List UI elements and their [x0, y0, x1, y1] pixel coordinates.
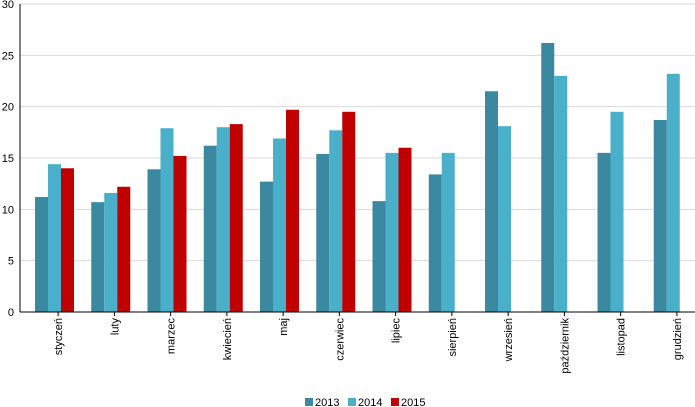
- x-tick-label: maj: [278, 318, 290, 336]
- bar-2013-1: [91, 202, 105, 312]
- y-tick-label: 0: [8, 307, 14, 319]
- bar-2014-4: [273, 138, 286, 312]
- y-tick-label: 15: [2, 153, 14, 165]
- grid-lines: [20, 3, 695, 262]
- bar-2013-3: [203, 145, 217, 312]
- bar-2013-6: [372, 201, 386, 312]
- y-tick-label: 5: [8, 256, 14, 268]
- bar-2015-5: [342, 111, 356, 312]
- bar-2014-5: [329, 130, 343, 312]
- bar-2013-7: [428, 174, 442, 312]
- bar-2015-4: [286, 109, 299, 312]
- axes: [19, 4, 695, 316]
- bar-2015-1: [117, 186, 131, 312]
- legend-swatch-2015: [391, 398, 399, 406]
- y-tick-label: 30: [2, 0, 14, 11]
- bar-2014-7: [441, 152, 455, 312]
- bar-2013-9: [541, 43, 555, 312]
- bar-2015-3: [229, 124, 243, 313]
- legend-label-2013: 2013: [315, 397, 339, 407]
- y-tick-label: 25: [2, 50, 14, 62]
- bar-2015-0: [61, 168, 74, 312]
- bar-2014-3: [216, 127, 230, 312]
- x-tick-label: wrzesień: [503, 318, 515, 362]
- bar-2013-8: [485, 91, 498, 313]
- bar-2014-0: [48, 164, 61, 312]
- bar-2015-2: [173, 155, 187, 312]
- y-tick-label: 20: [2, 102, 14, 114]
- x-tick-label: październik: [559, 318, 571, 374]
- legend-label-2015: 2015: [401, 397, 425, 407]
- x-tick-label: marzec: [166, 318, 178, 355]
- bar-2013-10: [597, 152, 611, 312]
- x-tick-label: lipiec: [391, 318, 403, 344]
- bar-2015-6: [398, 147, 412, 312]
- bar-2013-0: [35, 197, 48, 312]
- x-tick-label: styczeń: [53, 318, 65, 355]
- x-tick-label: sierpień: [447, 318, 459, 357]
- y-tick-labels: 0 5 10 15 20 25 30: [2, 0, 14, 319]
- x-tick-label: czerwiec: [334, 318, 346, 361]
- legend: 2013 2014 2015: [305, 397, 425, 407]
- bar-2013-5: [316, 153, 330, 312]
- x-tick-labels: styczeń luty marzec kwiecień maj czerwiec lipi…: [53, 318, 684, 374]
- bar-2014-11: [666, 73, 680, 313]
- bar-2013-11: [653, 120, 667, 312]
- bar-2014-10: [610, 111, 624, 312]
- bars: [35, 43, 680, 313]
- x-tick-label: luty: [109, 318, 121, 336]
- y-tick-label: 10: [2, 204, 14, 216]
- x-tick-label: grudzień: [672, 318, 684, 360]
- bar-2014-9: [554, 75, 568, 312]
- legend-label-2014: 2014: [358, 397, 382, 407]
- x-tick-label: listopad: [616, 318, 628, 356]
- bar-2014-2: [160, 128, 174, 312]
- bar-2014-8: [498, 126, 511, 312]
- legend-swatch-2014: [348, 398, 356, 406]
- legend-swatch-2013: [305, 398, 313, 406]
- bar-2013-2: [147, 169, 161, 312]
- bar-2013-4: [260, 181, 273, 312]
- x-tick-label: kwiecień: [222, 318, 234, 360]
- bar-2014-6: [385, 152, 399, 312]
- bar-2014-1: [104, 192, 118, 312]
